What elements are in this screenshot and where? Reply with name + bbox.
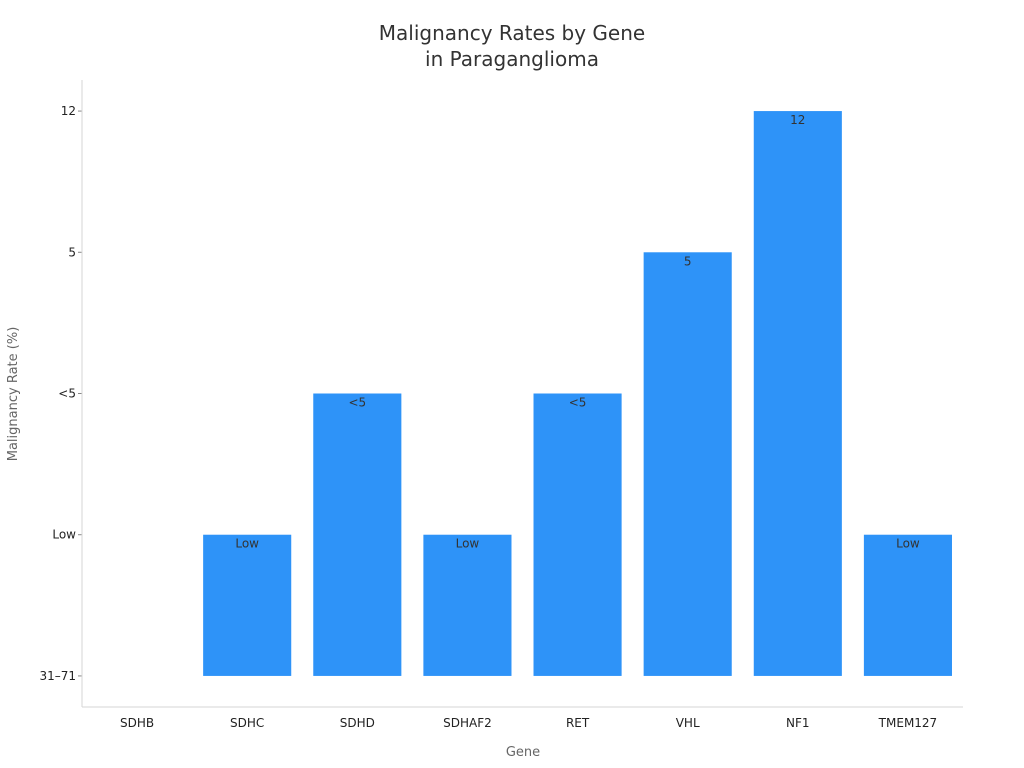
x-tick-label-sdhd: SDHD	[340, 716, 375, 730]
x-tick-label-nf1: NF1	[786, 716, 810, 730]
y-axis-ticks: 31–71 Low <5 5 12	[39, 104, 82, 683]
chart-title-line-1: Malignancy Rates by Gene	[379, 21, 645, 45]
data-label-ret: <5	[569, 396, 587, 410]
x-tick-label-sdhb: SDHB	[120, 716, 154, 730]
bar-vhl	[643, 252, 732, 676]
bar-ret	[533, 393, 622, 676]
y-tick-label: <5	[58, 387, 76, 401]
x-tick-label-ret: RET	[566, 716, 590, 730]
data-label-vhl: 5	[684, 254, 692, 268]
bar-nf1	[753, 111, 842, 676]
y-tick-label: 31–71	[39, 669, 76, 683]
bar-sdhc	[203, 534, 292, 676]
data-label-sdhd: <5	[348, 396, 366, 410]
bar-data-labels: Low <5 Low <5 5 12 Low	[235, 113, 920, 551]
bar-sdhaf2	[423, 534, 512, 676]
bar-series	[203, 111, 952, 676]
y-tick-label: Low	[52, 528, 76, 542]
x-tick-label-vhl: VHL	[676, 716, 700, 730]
data-label-tmem127: Low	[896, 537, 920, 551]
x-tick-label-tmem127: TMEM127	[878, 716, 938, 730]
chart-title-line-2: in Paraganglioma	[425, 47, 599, 71]
y-tick-label: 5	[68, 245, 76, 259]
x-tick-label-sdhc: SDHC	[230, 716, 264, 730]
data-label-sdhaf2: Low	[456, 537, 480, 551]
x-tick-label-sdhaf2: SDHAF2	[443, 716, 492, 730]
bar-sdhd	[313, 393, 402, 676]
data-label-nf1: 12	[790, 113, 805, 127]
y-axis-title: Malignancy Rate (%)	[6, 327, 21, 462]
x-axis-title: Gene	[506, 745, 540, 760]
y-tick-label: 12	[61, 104, 76, 118]
bar-tmem127	[863, 534, 952, 676]
x-axis-ticks: SDHB SDHC SDHD SDHAF2 RET VHL NF1 TMEM127	[120, 716, 937, 730]
data-label-sdhc: Low	[235, 537, 259, 551]
